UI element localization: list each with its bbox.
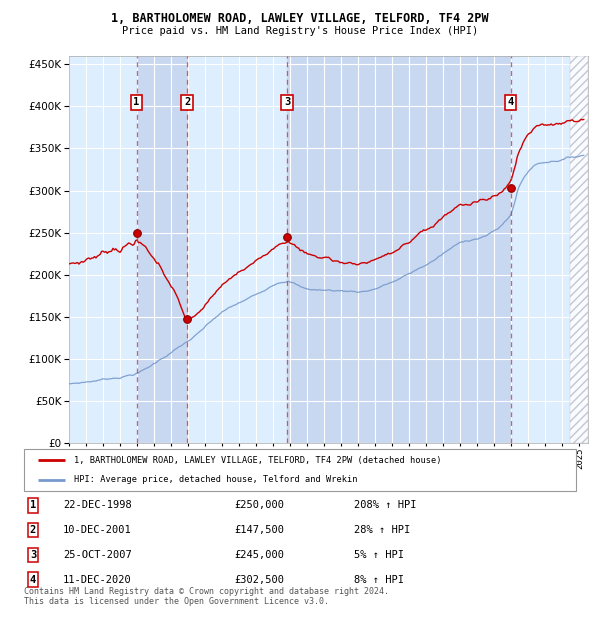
Text: 1, BARTHOLOMEW ROAD, LAWLEY VILLAGE, TELFORD, TF4 2PW (detached house): 1, BARTHOLOMEW ROAD, LAWLEY VILLAGE, TEL…	[74, 456, 441, 465]
Text: £245,000: £245,000	[234, 550, 284, 560]
Text: £147,500: £147,500	[234, 525, 284, 535]
Text: 3: 3	[30, 550, 36, 560]
Text: 208% ↑ HPI: 208% ↑ HPI	[354, 500, 416, 510]
Bar	[137, 56, 187, 443]
Text: 25-OCT-2007: 25-OCT-2007	[63, 550, 132, 560]
Text: £302,500: £302,500	[234, 575, 284, 585]
Bar	[287, 56, 511, 443]
Text: Price paid vs. HM Land Registry's House Price Index (HPI): Price paid vs. HM Land Registry's House …	[122, 26, 478, 36]
FancyBboxPatch shape	[24, 449, 576, 491]
Text: 10-DEC-2001: 10-DEC-2001	[63, 525, 132, 535]
Text: 2: 2	[184, 97, 190, 107]
Text: HPI: Average price, detached house, Telford and Wrekin: HPI: Average price, detached house, Telf…	[74, 475, 357, 484]
Text: 5% ↑ HPI: 5% ↑ HPI	[354, 550, 404, 560]
Text: Contains HM Land Registry data © Crown copyright and database right 2024.
This d: Contains HM Land Registry data © Crown c…	[24, 587, 389, 606]
Text: 28% ↑ HPI: 28% ↑ HPI	[354, 525, 410, 535]
Text: 1, BARTHOLOMEW ROAD, LAWLEY VILLAGE, TELFORD, TF4 2PW: 1, BARTHOLOMEW ROAD, LAWLEY VILLAGE, TEL…	[111, 12, 489, 25]
Text: 1: 1	[30, 500, 36, 510]
Text: 11-DEC-2020: 11-DEC-2020	[63, 575, 132, 585]
Text: 2: 2	[30, 525, 36, 535]
Text: £250,000: £250,000	[234, 500, 284, 510]
Text: 4: 4	[508, 97, 514, 107]
Text: 8% ↑ HPI: 8% ↑ HPI	[354, 575, 404, 585]
Text: 4: 4	[30, 575, 36, 585]
Text: 3: 3	[284, 97, 290, 107]
Text: 22-DEC-1998: 22-DEC-1998	[63, 500, 132, 510]
Text: 1: 1	[133, 97, 140, 107]
